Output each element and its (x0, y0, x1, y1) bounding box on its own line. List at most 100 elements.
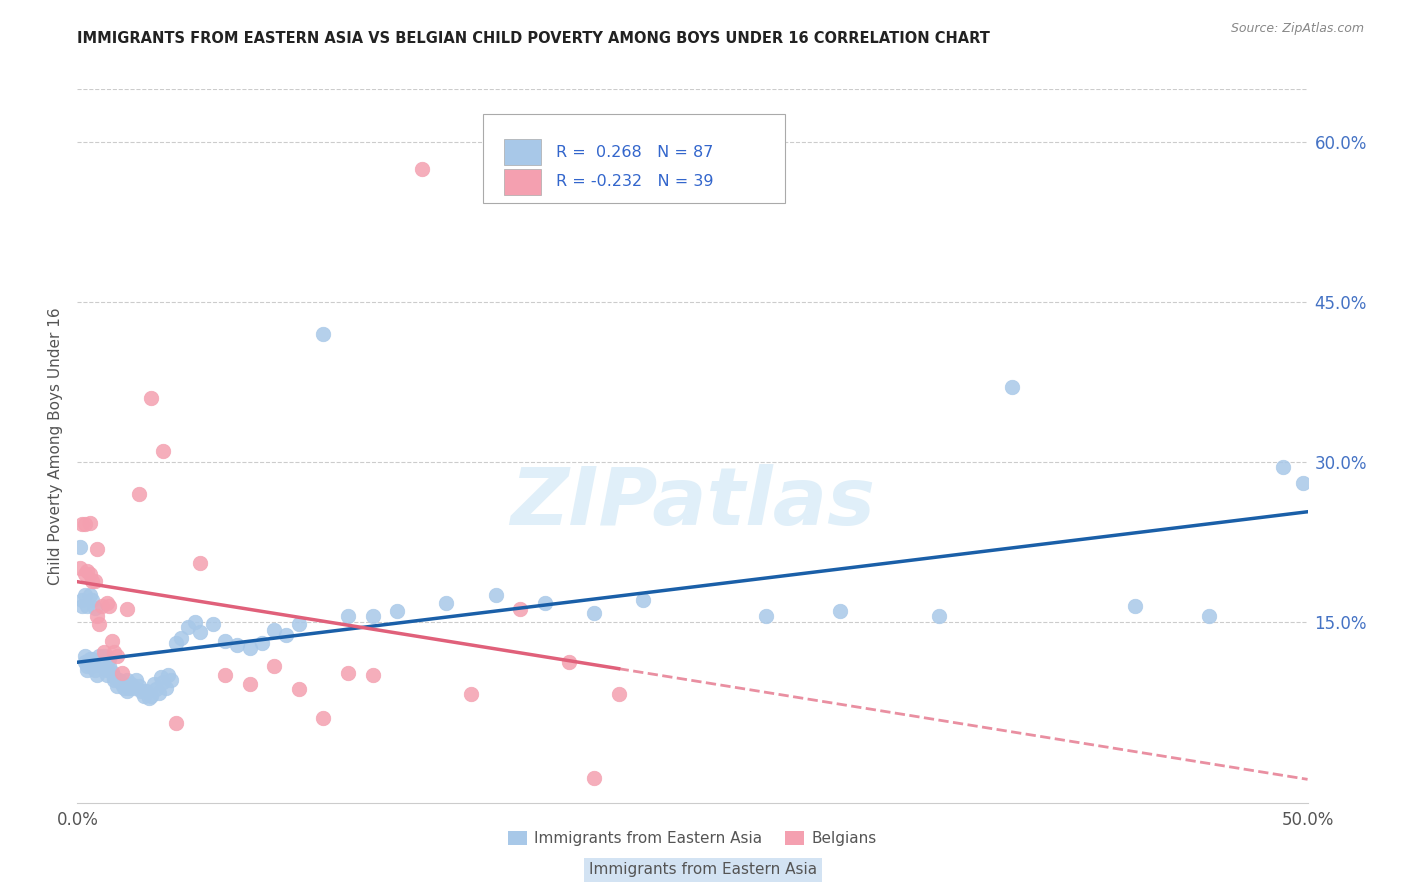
Point (633, 593, 655, 607)
Point (103, 673, 125, 688)
Text: ZIPatlas: ZIPatlas (510, 464, 875, 542)
Point (288, 616, 311, 631)
Point (157, 668, 180, 682)
Point (184, 615, 207, 629)
Legend: Immigrants from Eastern Asia, Belgians: Immigrants from Eastern Asia, Belgians (502, 825, 883, 852)
Point (101, 665, 124, 679)
Point (103, 644, 125, 658)
Point (70, 516, 93, 531)
Point (79, 652, 101, 666)
Point (105, 679, 128, 693)
Point (1001, 380, 1024, 394)
Point (101, 634, 124, 648)
Point (534, 596, 557, 610)
Point (93, 648, 115, 663)
Point (312, 710, 335, 724)
Point (214, 634, 236, 648)
Point (89, 648, 111, 663)
Point (928, 609, 950, 624)
Point (121, 676, 143, 690)
Point (90, 599, 114, 613)
Point (73, 655, 96, 669)
Text: IMMIGRANTS FROM EASTERN ASIA VS BELGIAN CHILD POVERTY AMONG BOYS UNDER 16 CORREL: IMMIGRANTS FROM EASTERN ASIA VS BELGIAN … (77, 31, 990, 46)
Point (103, 670, 125, 684)
Point (98, 599, 121, 613)
Point (79, 588, 101, 602)
Point (82, 574, 104, 589)
Point (1272, 460, 1295, 475)
Point (214, 668, 236, 682)
Point (82, 659, 104, 673)
Point (188, 625, 212, 640)
Point (337, 609, 360, 624)
Point (141, 391, 163, 405)
Point (128, 679, 150, 693)
Point (288, 681, 311, 696)
Point (188, 556, 212, 570)
Text: Source: ZipAtlas.com: Source: ZipAtlas.com (1230, 22, 1364, 36)
Point (276, 627, 298, 641)
Point (79, 657, 101, 672)
Point (89, 616, 111, 631)
Point (76, 663, 98, 677)
Point (361, 668, 384, 682)
Point (142, 676, 165, 690)
Point (226, 638, 249, 652)
Point (79, 516, 101, 530)
Point (1292, 476, 1315, 491)
Point (361, 609, 384, 624)
Point (558, 655, 581, 669)
Point (83, 600, 105, 615)
Point (460, 687, 482, 701)
Point (263, 659, 285, 673)
Point (93, 659, 115, 673)
Point (105, 648, 128, 663)
Point (73, 566, 96, 581)
Point (90, 652, 114, 666)
Point (70, 599, 93, 613)
Point (73, 516, 96, 531)
Point (148, 686, 170, 700)
Point (82, 652, 104, 666)
Point (83, 663, 105, 677)
Point (1125, 599, 1147, 613)
Point (76, 599, 98, 613)
Point (150, 670, 173, 684)
Point (239, 641, 262, 656)
Point (98, 659, 121, 673)
Point (76, 564, 98, 578)
Point (69, 540, 91, 554)
Point (830, 604, 852, 618)
Point (82, 593, 104, 607)
FancyBboxPatch shape (484, 114, 785, 203)
Point (145, 681, 167, 696)
Point (132, 690, 155, 704)
FancyBboxPatch shape (505, 139, 541, 165)
Point (128, 487, 150, 501)
Point (125, 673, 148, 688)
Point (337, 665, 360, 680)
Point (155, 681, 177, 695)
Point (250, 636, 273, 650)
Point (177, 620, 200, 634)
Point (312, 327, 335, 342)
Point (118, 681, 141, 695)
Point (83, 574, 105, 589)
Point (86, 542, 108, 557)
Point (165, 636, 187, 650)
FancyBboxPatch shape (505, 169, 541, 194)
Point (86, 668, 108, 682)
Point (1198, 609, 1220, 624)
Point (129, 684, 153, 698)
Text: R = -0.232   N = 39: R = -0.232 N = 39 (555, 174, 713, 189)
Point (112, 681, 135, 695)
Point (263, 624, 285, 638)
Point (485, 588, 508, 602)
Point (96, 596, 118, 610)
Text: R =  0.268   N = 87: R = 0.268 N = 87 (555, 145, 713, 160)
Point (583, 772, 606, 786)
Point (436, 596, 458, 610)
Point (607, 687, 630, 701)
Point (73, 588, 96, 602)
Point (509, 602, 531, 616)
